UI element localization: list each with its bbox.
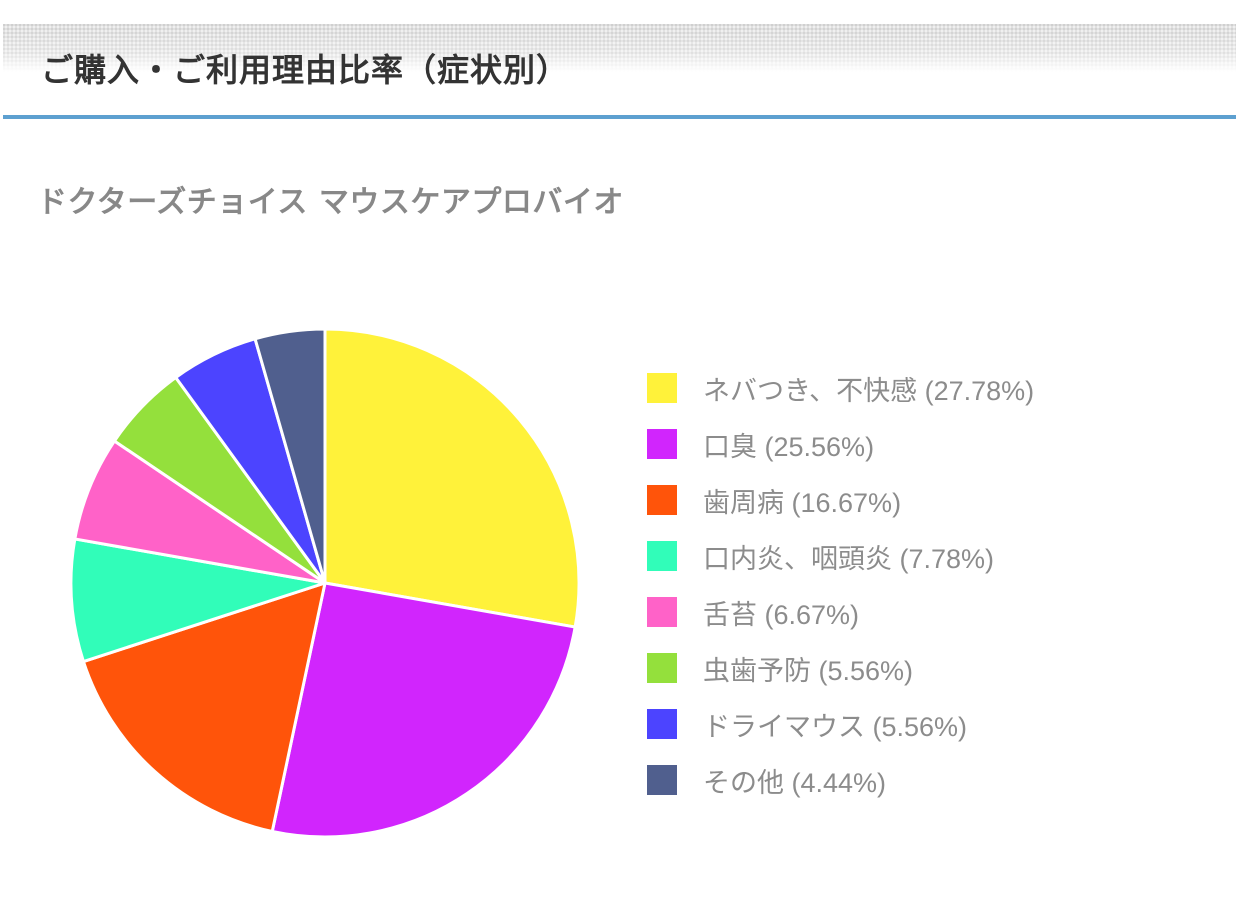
pie-slice[interactable] [81,581,327,833]
legend-swatch-icon [647,653,677,683]
legend-swatch-icon [647,597,677,627]
legend-item[interactable]: ドライマウス (5.56%) [647,696,1034,752]
legend-item[interactable]: 口内炎、咽頭炎 (7.78%) [647,528,1034,584]
legend-swatch-icon [647,429,677,459]
header-divider [3,115,1236,119]
legend-label: ドライマウス (5.56%) [703,711,968,742]
pie-slice[interactable] [69,537,327,664]
legend-item[interactable]: 歯周病 (16.67%) [647,472,1034,528]
section-header: ご購入・ご利用理由比率（症状別） [3,0,1236,119]
legend-label: 虫歯予防 (5.56%) [703,655,914,686]
legend-swatch-icon [647,709,677,739]
pie-slice[interactable] [253,327,327,585]
legend-swatch-icon [647,373,677,403]
pie-slice[interactable] [323,327,581,629]
legend-swatch-icon [647,765,677,795]
legend-item[interactable]: 口臭 (25.56%) [647,416,1034,472]
pie-slice[interactable] [270,581,577,839]
legend-item[interactable]: ネバつき、不快感 (27.78%) [647,360,1034,416]
chart-subtitle: ドクターズチョイス マウスケアプロバイオ [37,185,624,220]
legend-label: 口臭 (25.56%) [703,431,875,462]
legend-label: その他 (4.44%) [703,767,887,798]
page-title: ご購入・ご利用理由比率（症状別） [41,51,570,89]
legend-label: 歯周病 (16.67%) [703,487,902,518]
legend-item[interactable]: 舌苔 (6.67%) [647,584,1034,640]
legend-label: 口内炎、咽頭炎 (7.78%) [703,543,995,574]
chart-legend: ネバつき、不快感 (27.78%) 口臭 (25.56%) 歯周病 (16.67… [647,360,1034,808]
legend-label: 舌苔 (6.67%) [703,599,860,630]
header-grid-pattern [3,24,1236,72]
legend-label: ネバつき、不快感 (27.78%) [703,375,1035,406]
legend-item[interactable]: 虫歯予防 (5.56%) [647,640,1034,696]
legend-item[interactable]: その他 (4.44%) [647,752,1034,808]
legend-swatch-icon [647,485,677,515]
pie-slice[interactable] [73,439,327,585]
legend-swatch-icon [647,541,677,571]
